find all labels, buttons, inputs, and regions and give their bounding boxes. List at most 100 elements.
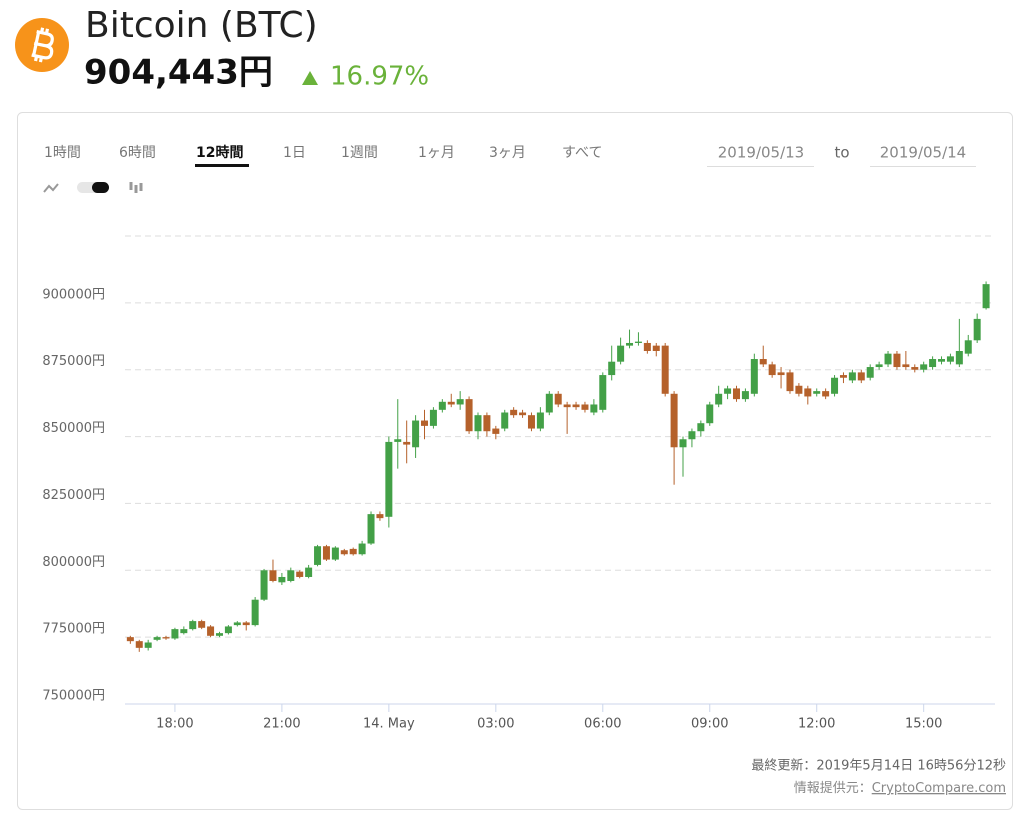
candle-body bbox=[305, 567, 313, 577]
candle-body bbox=[706, 404, 714, 424]
candle-body bbox=[331, 547, 339, 560]
y-tick-label: 875000円 bbox=[42, 354, 105, 369]
candle-body bbox=[848, 372, 856, 381]
candle-body bbox=[617, 345, 625, 362]
range-tab[interactable]: 6時間 bbox=[119, 145, 156, 161]
candle-body bbox=[314, 546, 322, 565]
line-chart-icon[interactable] bbox=[43, 183, 59, 193]
candle-body bbox=[189, 621, 197, 630]
candle-body bbox=[171, 629, 179, 639]
candle-body bbox=[403, 441, 411, 445]
candle-body bbox=[732, 388, 740, 400]
candle-body bbox=[233, 622, 241, 626]
candle-body bbox=[857, 372, 865, 381]
candle-body bbox=[786, 372, 794, 392]
candle-body bbox=[278, 576, 286, 583]
candle-body bbox=[394, 439, 402, 442]
candle-body bbox=[795, 385, 803, 394]
candle-body bbox=[688, 431, 696, 440]
y-tick-label: 775000円 bbox=[42, 622, 105, 637]
candle-body bbox=[866, 367, 874, 378]
candle-body bbox=[643, 342, 651, 351]
y-tick-label: 900000円 bbox=[42, 287, 105, 302]
range-tab[interactable]: 1時間 bbox=[44, 145, 81, 161]
candle-body bbox=[287, 570, 295, 581]
price-change: 16.97% bbox=[330, 62, 429, 92]
candle-body bbox=[215, 633, 223, 636]
x-tick-label: 18:00 bbox=[156, 717, 193, 732]
candle-body bbox=[572, 404, 580, 408]
candle-body bbox=[839, 375, 847, 378]
y-tick-label: 800000円 bbox=[42, 555, 105, 570]
candle-body bbox=[911, 367, 919, 370]
source-line: 情報提供元：CryptoCompare.com bbox=[794, 780, 1006, 796]
candle-body bbox=[492, 428, 500, 434]
candle-body bbox=[768, 364, 776, 376]
range-tab[interactable]: 1日 bbox=[283, 145, 306, 161]
candle-chart-icon[interactable] bbox=[129, 182, 143, 193]
x-tick-label: 06:00 bbox=[584, 717, 621, 732]
active-tab-underline bbox=[195, 164, 249, 167]
date-from[interactable]: 2019/05/13 bbox=[718, 144, 804, 162]
candle-body bbox=[144, 642, 152, 648]
candle-body bbox=[946, 356, 954, 362]
candle-body bbox=[162, 637, 170, 639]
change-arrow bbox=[302, 71, 318, 85]
candle-body bbox=[875, 364, 883, 368]
x-tick-label: 15:00 bbox=[905, 717, 942, 732]
candle-body bbox=[661, 345, 669, 394]
range-tab[interactable]: 1週間 bbox=[341, 145, 378, 161]
candle-body bbox=[670, 393, 678, 448]
candle-body bbox=[421, 420, 429, 426]
candle-body bbox=[608, 361, 616, 376]
candle-body bbox=[929, 359, 937, 368]
candle-body bbox=[750, 359, 758, 394]
candle-body bbox=[180, 629, 188, 634]
candle-body bbox=[322, 546, 330, 560]
candle-body bbox=[626, 342, 634, 346]
candle-body bbox=[920, 364, 928, 370]
last-updated: 最終更新：2019年5月14日 16時56分12秒 bbox=[751, 758, 1006, 774]
candle-body bbox=[759, 359, 767, 365]
candle-body bbox=[198, 621, 206, 628]
candle-body bbox=[893, 353, 901, 368]
candle-body bbox=[554, 393, 562, 405]
candle-body bbox=[724, 388, 732, 394]
x-tick-label: 14. May bbox=[363, 717, 415, 732]
coin-title: Bitcoin (BTC) bbox=[85, 5, 318, 46]
range-tab[interactable]: 1ヶ月 bbox=[418, 145, 455, 161]
candle-body bbox=[831, 377, 839, 394]
candle-body bbox=[545, 393, 553, 413]
candle-body bbox=[804, 388, 812, 397]
source-link[interactable]: CryptoCompare.com bbox=[872, 781, 1006, 796]
range-tab[interactable]: 3ヶ月 bbox=[489, 145, 526, 161]
candle-body bbox=[269, 570, 277, 581]
candle-body bbox=[438, 401, 446, 410]
candle-body bbox=[251, 599, 259, 626]
candle-body bbox=[242, 622, 250, 626]
candle-body bbox=[973, 318, 981, 341]
y-tick-label: 825000円 bbox=[42, 488, 105, 503]
date-to[interactable]: 2019/05/14 bbox=[880, 144, 966, 162]
candle-body bbox=[634, 341, 642, 343]
candle-body bbox=[982, 284, 990, 309]
candle-body bbox=[126, 637, 134, 642]
candle-body bbox=[207, 626, 215, 636]
candle-body bbox=[652, 345, 660, 351]
candle-body bbox=[590, 404, 598, 413]
candle-body bbox=[777, 372, 785, 376]
y-tick-label: 750000円 bbox=[42, 689, 105, 704]
candle-body bbox=[340, 550, 348, 555]
candle-body bbox=[153, 637, 161, 640]
range-tab[interactable]: 12時間 bbox=[196, 144, 243, 161]
candle-body bbox=[599, 375, 607, 410]
chart-type-toggle-knob bbox=[92, 182, 109, 193]
candle-body bbox=[349, 548, 357, 555]
source-label: 情報提供元： bbox=[794, 780, 872, 796]
candle-body bbox=[697, 423, 705, 432]
candle-body bbox=[376, 514, 384, 519]
range-tab[interactable]: すべて bbox=[562, 145, 602, 161]
candle-body bbox=[224, 626, 232, 634]
candle-body bbox=[715, 393, 723, 405]
